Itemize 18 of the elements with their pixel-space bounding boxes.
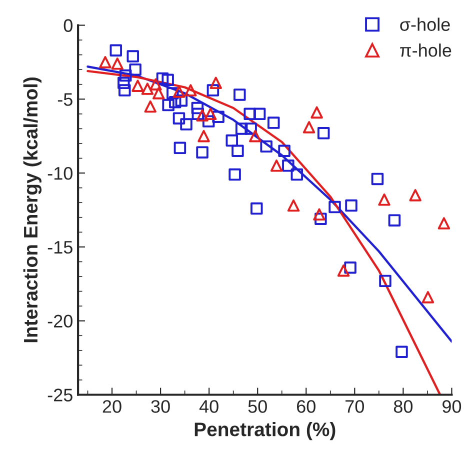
y-tick-label: 0 — [64, 19, 72, 32]
y-axis-title: Interaction Energy (kcal/mol) — [23, 78, 42, 342]
y-tick-label: -5 — [58, 93, 72, 106]
y-tick-label: -15 — [48, 241, 72, 254]
x-tick-label: 40 — [199, 400, 218, 413]
legend-label: π-hole — [400, 44, 452, 57]
x-tick-label: 90 — [442, 400, 462, 413]
y-tick-label: -10 — [48, 166, 72, 180]
y-tick-label: -25 — [48, 388, 72, 402]
x-tick-label: 20 — [102, 400, 122, 413]
x-tick-label: 70 — [346, 400, 364, 413]
y-tick-label: -20 — [48, 314, 72, 328]
x-tick-label: 50 — [248, 400, 267, 413]
x-tick-label: 30 — [151, 400, 170, 413]
x-tick-label: 60 — [297, 400, 316, 413]
x-tick-label: 80 — [394, 400, 413, 413]
legend-label: σ-hole — [400, 18, 450, 31]
x-axis-title: Penetration (%) — [194, 422, 336, 440]
